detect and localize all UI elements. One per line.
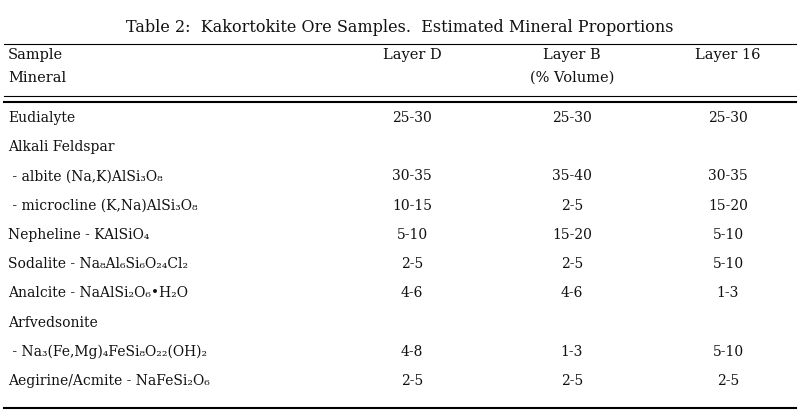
Text: Layer 16: Layer 16 xyxy=(695,48,761,62)
Text: 2-5: 2-5 xyxy=(561,374,583,388)
Text: Table 2:  Kakortokite Ore Samples.  Estimated Mineral Proportions: Table 2: Kakortokite Ore Samples. Estima… xyxy=(126,19,674,36)
Text: 1-3: 1-3 xyxy=(717,286,739,300)
Text: Layer B: Layer B xyxy=(543,48,601,62)
Text: 4-8: 4-8 xyxy=(401,345,423,359)
Text: Sample: Sample xyxy=(8,48,63,62)
Text: Arfvedsonite: Arfvedsonite xyxy=(8,316,98,329)
Text: Mineral: Mineral xyxy=(8,71,66,85)
Text: Layer D: Layer D xyxy=(382,48,442,62)
Text: 15-20: 15-20 xyxy=(708,199,748,212)
Text: 15-20: 15-20 xyxy=(552,228,592,242)
Text: 25-30: 25-30 xyxy=(552,111,592,125)
Text: 5-10: 5-10 xyxy=(713,228,743,242)
Text: 2-5: 2-5 xyxy=(401,257,423,271)
Text: Nepheline - KAlSiO₄: Nepheline - KAlSiO₄ xyxy=(8,228,150,242)
Text: 4-6: 4-6 xyxy=(401,286,423,300)
Text: Aegirine/Acmite - NaFeSi₂O₆: Aegirine/Acmite - NaFeSi₂O₆ xyxy=(8,374,210,388)
Text: (% Volume): (% Volume) xyxy=(530,71,614,85)
Text: 2-5: 2-5 xyxy=(717,374,739,388)
Text: 35-40: 35-40 xyxy=(552,169,592,183)
Text: - microcline (K,Na)AlSi₃O₈: - microcline (K,Na)AlSi₃O₈ xyxy=(8,199,198,212)
Text: 5-10: 5-10 xyxy=(713,345,743,359)
Text: - albite (Na,K)AlSi₃O₈: - albite (Na,K)AlSi₃O₈ xyxy=(8,169,162,183)
Text: 2-5: 2-5 xyxy=(401,374,423,388)
Text: 5-10: 5-10 xyxy=(713,257,743,271)
Text: - Na₃(Fe,Mg)₄FeSi₈O₂₂(OH)₂: - Na₃(Fe,Mg)₄FeSi₈O₂₂(OH)₂ xyxy=(8,345,207,359)
Text: 2-5: 2-5 xyxy=(561,257,583,271)
Text: 30-35: 30-35 xyxy=(392,169,432,183)
Text: Analcite - NaAlSi₂O₆•H₂O: Analcite - NaAlSi₂O₆•H₂O xyxy=(8,286,188,300)
Text: Eudialyte: Eudialyte xyxy=(8,111,75,125)
Text: Sodalite - Na₈Al₆Si₆O₂₄Cl₂: Sodalite - Na₈Al₆Si₆O₂₄Cl₂ xyxy=(8,257,188,271)
Text: 25-30: 25-30 xyxy=(708,111,748,125)
Text: 2-5: 2-5 xyxy=(561,199,583,212)
Text: Alkali Feldspar: Alkali Feldspar xyxy=(8,140,114,154)
Text: 4-6: 4-6 xyxy=(561,286,583,300)
Text: 1-3: 1-3 xyxy=(561,345,583,359)
Text: 5-10: 5-10 xyxy=(397,228,427,242)
Text: 25-30: 25-30 xyxy=(392,111,432,125)
Text: 30-35: 30-35 xyxy=(708,169,748,183)
Text: 10-15: 10-15 xyxy=(392,199,432,212)
